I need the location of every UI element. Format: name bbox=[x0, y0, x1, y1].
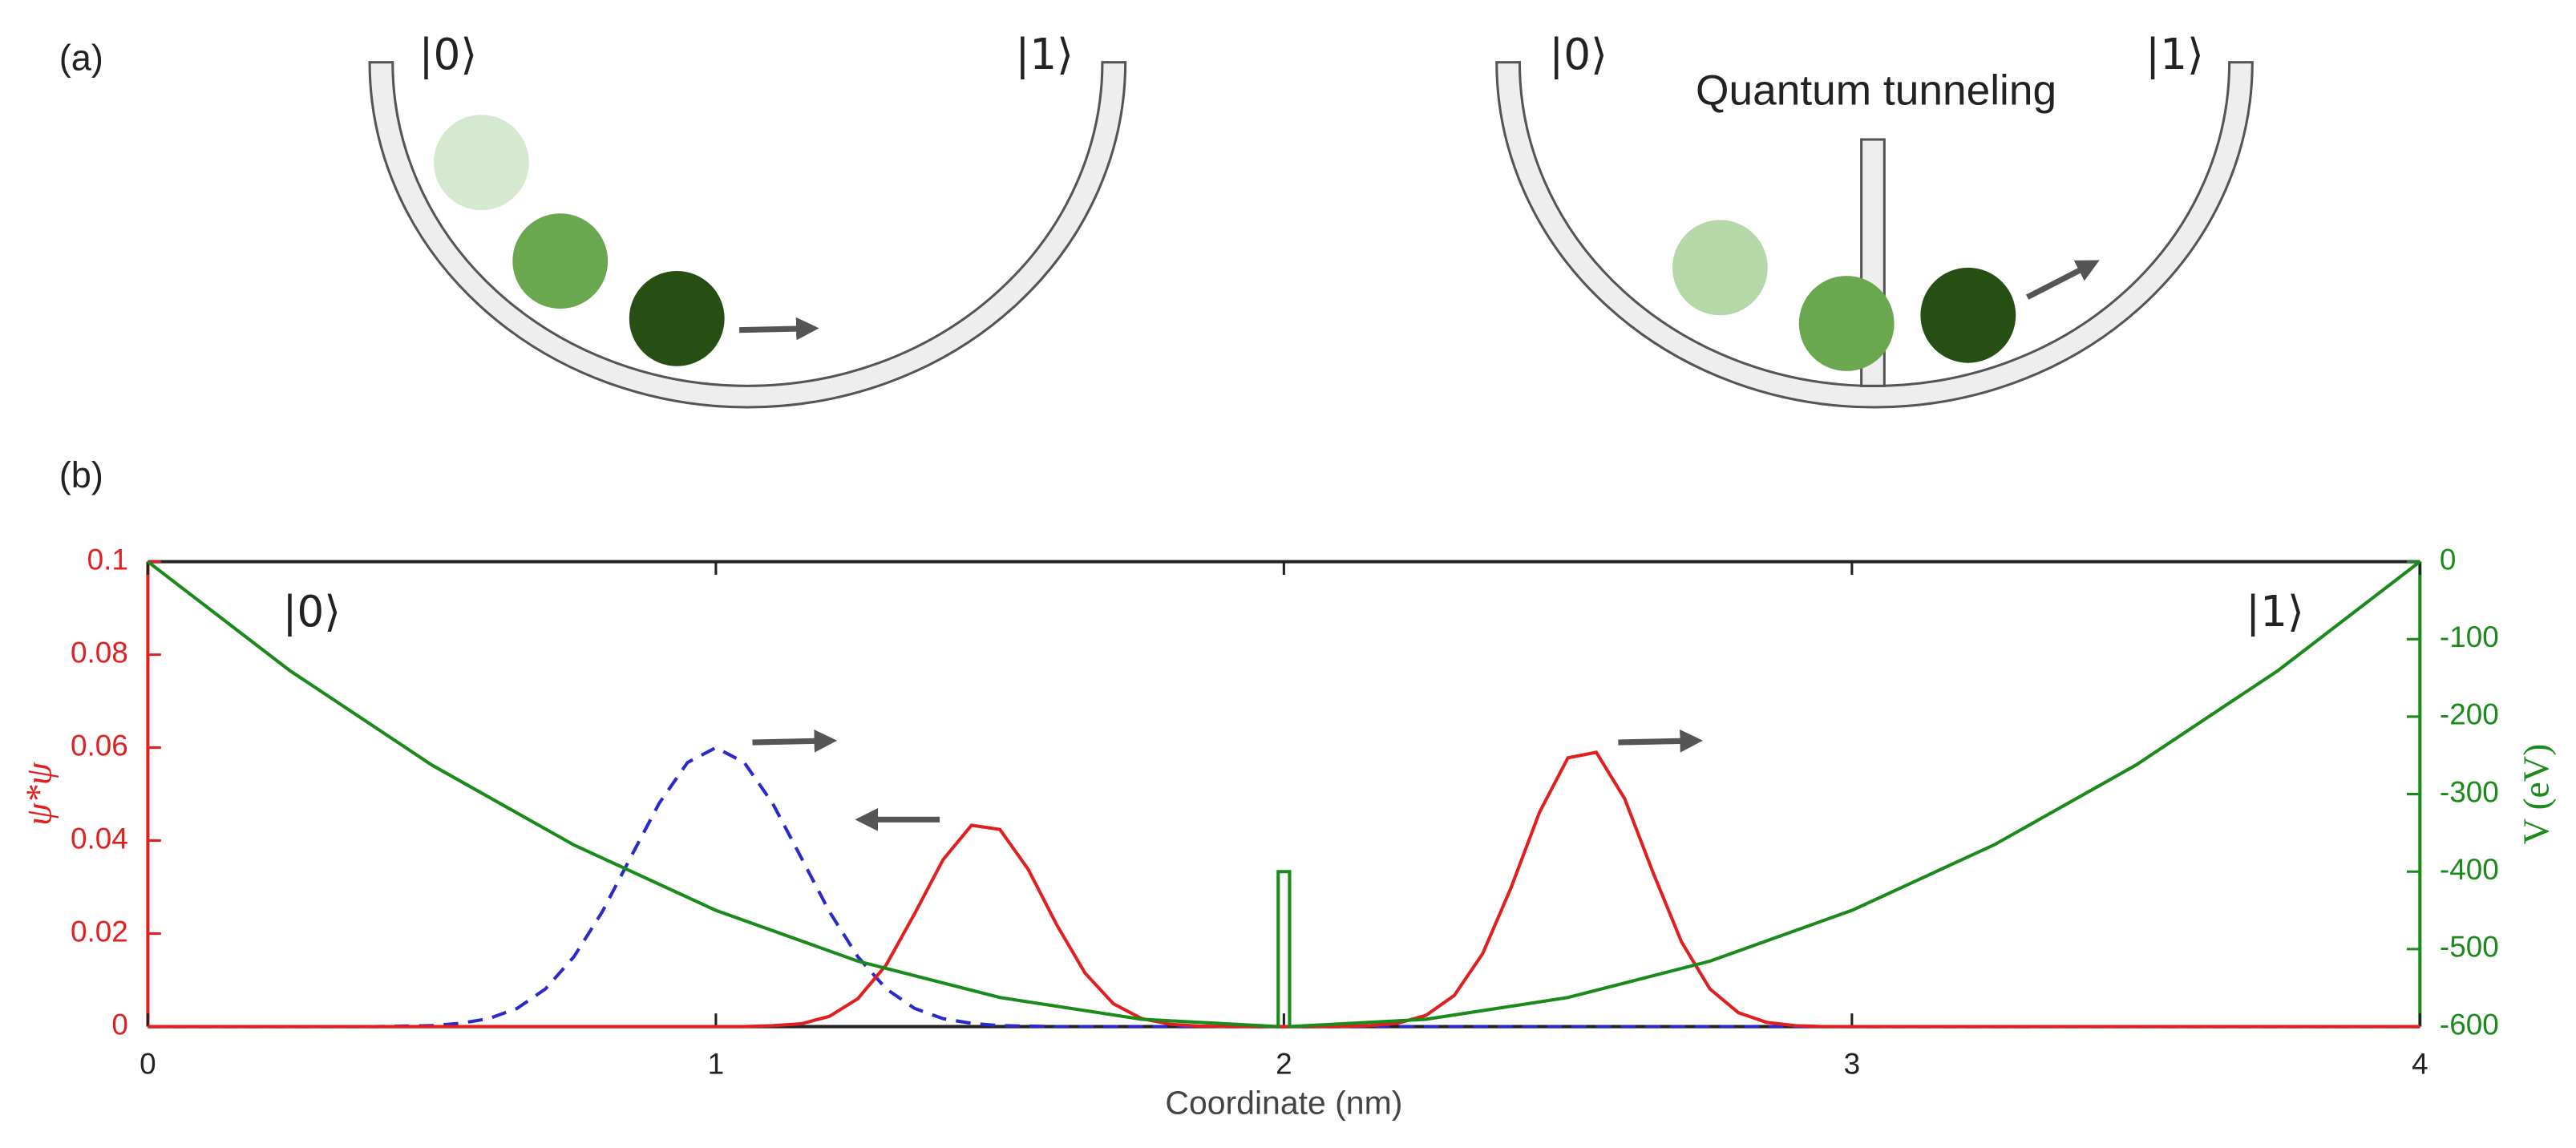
arrow bbox=[752, 730, 838, 753]
x-tick-label: 3 bbox=[1844, 1047, 1861, 1080]
ket-label: |0⟩ bbox=[419, 30, 478, 79]
ket-label: |1⟩ bbox=[2145, 30, 2204, 79]
ket-label: |0⟩ bbox=[1549, 30, 1607, 79]
annotation: |1⟩ bbox=[2246, 587, 2304, 637]
panel-label: (a) bbox=[59, 38, 103, 79]
annotation: |0⟩ bbox=[282, 587, 341, 637]
x-axis-label: Coordinate (nm) bbox=[1165, 1085, 1402, 1122]
y-tick-label: 0.02 bbox=[71, 915, 128, 948]
y-tick-label: 0.06 bbox=[71, 729, 128, 762]
y2-tick-label: -400 bbox=[2440, 853, 2499, 886]
y2-tick-label: -100 bbox=[2440, 620, 2499, 653]
series-line bbox=[147, 560, 2421, 1029]
y-tick-label: 0.08 bbox=[71, 636, 128, 669]
ball bbox=[433, 115, 529, 211]
chart: 0 1 2 3 4 0 0.02 0.04 0.06 0.08 0.1 -600 -500 -400 -30… bbox=[19, 543, 2557, 1121]
ball bbox=[1798, 276, 1895, 371]
y2-tick-label: -300 bbox=[2440, 775, 2499, 808]
x-tick-label: 4 bbox=[2412, 1047, 2428, 1080]
x-tick-label: 1 bbox=[708, 1047, 725, 1080]
panel-label: (b) bbox=[59, 455, 103, 495]
x-tick-label: 2 bbox=[1276, 1047, 1292, 1080]
y-axis-label: ψ*ψ bbox=[19, 762, 59, 826]
ball bbox=[1920, 267, 2016, 363]
y2-tick-label: -500 bbox=[2440, 931, 2499, 964]
caption: Quantum tunneling bbox=[1696, 67, 2056, 115]
ball bbox=[1672, 220, 1768, 316]
y2-tick-label: 0 bbox=[2440, 543, 2457, 576]
ball bbox=[512, 213, 609, 309]
series-line bbox=[148, 746, 2420, 1029]
y-tick-label: 0.04 bbox=[71, 822, 128, 855]
arrow bbox=[739, 317, 819, 341]
arrow bbox=[1618, 730, 1704, 753]
bowl bbox=[368, 61, 1127, 409]
arrow bbox=[2025, 260, 2100, 300]
y2-axis-label: V (eV) bbox=[2516, 744, 2556, 845]
y-tick-label: 0.1 bbox=[87, 543, 128, 576]
y2-tick-label: -200 bbox=[2440, 698, 2499, 731]
y-tick-label: 0 bbox=[111, 1008, 128, 1041]
y2-tick-label: -600 bbox=[2440, 1008, 2499, 1041]
x-tick-label: 0 bbox=[140, 1047, 156, 1080]
bowl bbox=[1495, 61, 2254, 409]
ket-label: |1⟩ bbox=[1015, 30, 1074, 79]
series-line bbox=[148, 750, 2420, 1029]
ball bbox=[629, 270, 725, 366]
